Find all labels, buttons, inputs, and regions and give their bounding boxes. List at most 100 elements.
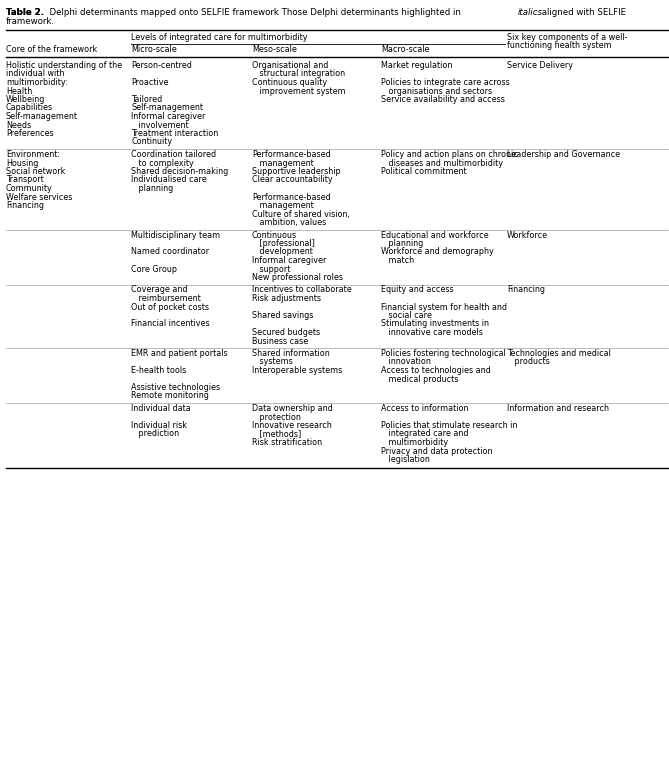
Text: Workforce: Workforce [507, 231, 548, 239]
Text: Continuous quality: Continuous quality [252, 78, 327, 87]
Text: Environment:: Environment: [6, 150, 60, 159]
Text: Secured budgets: Secured budgets [252, 328, 320, 337]
Text: Health: Health [6, 87, 32, 95]
Text: Technologies and medical: Technologies and medical [507, 349, 611, 358]
Text: Policies that stimulate research in: Policies that stimulate research in [381, 421, 517, 430]
Text: Self-management: Self-management [131, 104, 203, 112]
Text: Individual data: Individual data [131, 404, 191, 413]
Text: development: development [252, 247, 313, 257]
Text: [professional]: [professional] [252, 239, 315, 248]
Text: E-health tools: E-health tools [131, 366, 186, 375]
Text: functioning health system: functioning health system [507, 41, 611, 51]
Text: to complexity: to complexity [131, 158, 194, 168]
Text: Preferences: Preferences [6, 129, 54, 138]
Text: Financing: Financing [6, 201, 44, 210]
Text: Organisational and: Organisational and [252, 61, 328, 70]
Text: multimorbidity: multimorbidity [381, 438, 448, 447]
Text: diseases and multimorbidity: diseases and multimorbidity [381, 158, 503, 168]
Text: Shared savings: Shared savings [252, 311, 313, 320]
Text: Social network: Social network [6, 167, 66, 176]
Text: Wellbeing: Wellbeing [6, 95, 45, 104]
Text: Financial incentives: Financial incentives [131, 320, 209, 328]
Text: Individual risk: Individual risk [131, 421, 187, 430]
Text: Performance-based: Performance-based [252, 193, 330, 201]
Text: Coverage and: Coverage and [131, 285, 187, 295]
Text: New professional roles: New professional roles [252, 273, 343, 282]
Text: Remote monitoring: Remote monitoring [131, 392, 209, 400]
Text: [methods]: [methods] [252, 430, 301, 438]
Text: Core of the framework: Core of the framework [6, 45, 97, 55]
Text: italics: italics [518, 8, 543, 17]
Text: Assistive technologies: Assistive technologies [131, 383, 220, 392]
Text: Information and research: Information and research [507, 404, 609, 413]
Text: Business case: Business case [252, 336, 308, 346]
Text: planning: planning [381, 239, 423, 248]
Text: Data ownership and: Data ownership and [252, 404, 332, 413]
Text: Tailored: Tailored [131, 95, 163, 104]
Text: Proactive: Proactive [131, 78, 169, 87]
Text: social care: social care [381, 311, 432, 320]
Text: aligned with SELFIE: aligned with SELFIE [539, 8, 626, 17]
Text: management: management [252, 158, 314, 168]
Text: Named coordinator: Named coordinator [131, 247, 209, 257]
Text: Clear accountability: Clear accountability [252, 176, 332, 185]
Text: involvement: involvement [131, 120, 189, 129]
Text: Privacy and data protection: Privacy and data protection [381, 446, 492, 456]
Text: Coordination tailored: Coordination tailored [131, 150, 216, 159]
Text: Micro-scale: Micro-scale [131, 45, 177, 55]
Text: Incentives to collaborate: Incentives to collaborate [252, 285, 352, 295]
Text: match: match [381, 256, 414, 265]
Text: planning: planning [131, 184, 173, 193]
Text: Performance-based: Performance-based [252, 150, 330, 159]
Text: Leadership and Governance: Leadership and Governance [507, 150, 620, 159]
Text: Delphi determinants mapped onto SELFIE framework Those Delphi determinants highl: Delphi determinants mapped onto SELFIE f… [44, 8, 464, 17]
Text: protection: protection [252, 413, 301, 421]
Text: Supportive leadership: Supportive leadership [252, 167, 341, 176]
Text: support: support [252, 264, 290, 274]
Text: Informal caregiver: Informal caregiver [131, 112, 205, 121]
Text: Capabilities: Capabilities [6, 104, 53, 112]
Text: Macro-scale: Macro-scale [381, 45, 429, 55]
Text: Table 2.: Table 2. [6, 8, 44, 17]
Text: Service Delivery: Service Delivery [507, 61, 573, 70]
Text: Continuous: Continuous [252, 231, 297, 239]
Text: Stimulating investments in: Stimulating investments in [381, 320, 489, 328]
Text: organisations and sectors: organisations and sectors [381, 87, 492, 95]
Text: Innovative research: Innovative research [252, 421, 332, 430]
Text: Housing: Housing [6, 158, 38, 168]
Text: Policies fostering technological: Policies fostering technological [381, 349, 506, 358]
Text: Community: Community [6, 184, 53, 193]
Text: medical products: medical products [381, 374, 458, 384]
Text: Culture of shared vision,: Culture of shared vision, [252, 210, 350, 218]
Text: Individualised care: Individualised care [131, 176, 207, 185]
Text: Meso-scale: Meso-scale [252, 45, 297, 55]
Text: Market regulation: Market regulation [381, 61, 452, 70]
Text: Risk adjustments: Risk adjustments [252, 294, 321, 303]
Text: prediction: prediction [131, 430, 179, 438]
Text: multimorbidity:: multimorbidity: [6, 78, 68, 87]
Text: Self-management: Self-management [6, 112, 78, 121]
Text: individual with: individual with [6, 69, 64, 79]
Text: Person-centred: Person-centred [131, 61, 192, 70]
Text: Six key components of a well-: Six key components of a well- [507, 33, 628, 42]
Text: Financial system for health and: Financial system for health and [381, 303, 507, 311]
Text: ambition, values: ambition, values [252, 218, 326, 227]
Text: Holistic understanding of the: Holistic understanding of the [6, 61, 122, 70]
Text: Interoperable systems: Interoperable systems [252, 366, 343, 375]
Text: Continuity: Continuity [131, 137, 172, 147]
Text: reimbursement: reimbursement [131, 294, 201, 303]
Text: Financing: Financing [507, 285, 545, 295]
Text: structural integration: structural integration [252, 69, 345, 79]
Text: Informal caregiver: Informal caregiver [252, 256, 326, 265]
Text: Multidisciplinary team: Multidisciplinary team [131, 231, 220, 239]
Text: EMR and patient portals: EMR and patient portals [131, 349, 227, 358]
Text: Political commitment: Political commitment [381, 167, 466, 176]
Text: Access to information: Access to information [381, 404, 468, 413]
Text: improvement system: improvement system [252, 87, 346, 95]
Text: systems: systems [252, 357, 293, 367]
Text: Policies to integrate care across: Policies to integrate care across [381, 78, 510, 87]
Text: Out of pocket costs: Out of pocket costs [131, 303, 209, 311]
Text: Table 2.: Table 2. [6, 8, 44, 17]
Text: Needs: Needs [6, 120, 31, 129]
Text: framework.: framework. [6, 17, 55, 27]
